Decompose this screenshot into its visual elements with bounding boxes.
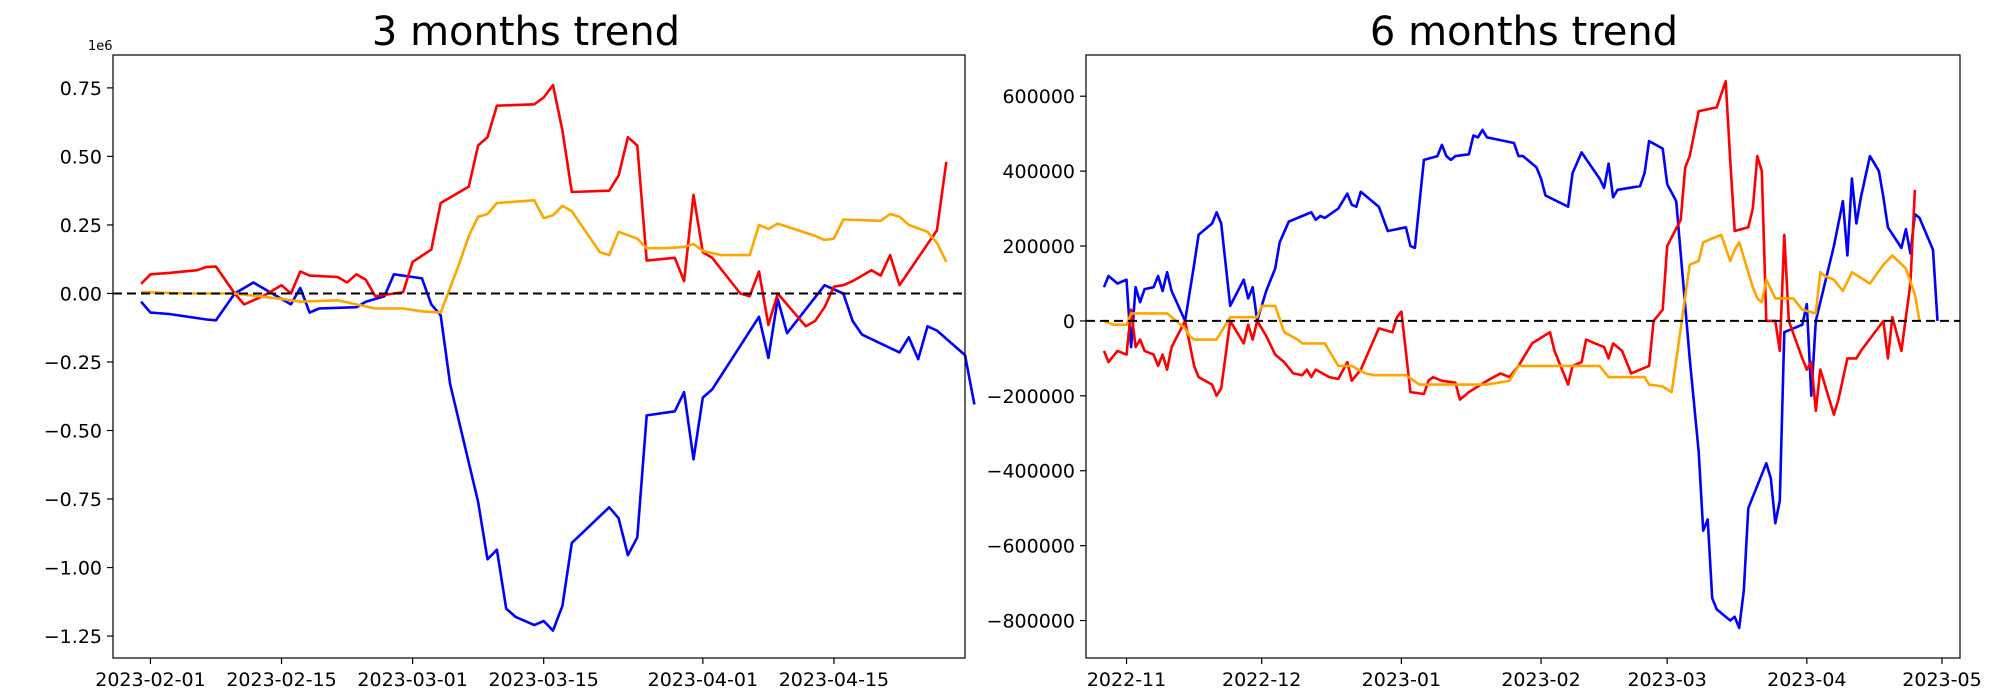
x-tick-label: 2023-03-01 xyxy=(357,669,467,691)
y-tick-label: 200000 xyxy=(1002,236,1075,258)
series-line-3 xyxy=(141,199,948,314)
plot-frame xyxy=(112,54,966,659)
y-tick-label: −0.50 xyxy=(44,421,102,443)
x-tick-label: 2023-02-01 xyxy=(95,669,205,691)
x-tick-label: 2023-05 xyxy=(1902,669,1981,691)
y-tick-label: 0.75 xyxy=(60,78,102,100)
y-tick-label: 0.00 xyxy=(60,283,102,305)
series-line-2 xyxy=(1102,79,1917,416)
x-tick-label: 2023-01 xyxy=(1362,669,1441,691)
y-tick-label: −800000 xyxy=(987,611,1075,633)
y-tick-label: −0.75 xyxy=(44,489,102,511)
x-tick-label: 2023-04-01 xyxy=(648,669,758,691)
x-tick-label: 2022-12 xyxy=(1222,669,1301,691)
y-tick-label: −200000 xyxy=(987,386,1075,408)
x-tick-label: 2023-02-15 xyxy=(226,669,336,691)
y-axis-offset-label: 1e6 xyxy=(88,39,113,54)
chart-3-months: 3 months trend 1e6 2023-02-01 2023-02-15 2… xyxy=(44,9,976,691)
y-tick-label: −0.25 xyxy=(44,352,102,374)
x-tick-label: 2023-03-15 xyxy=(488,669,598,691)
x-tick-label: 2023-03 xyxy=(1627,669,1706,691)
chart-6-months: 6 months trend 2022-11 2022-12 2023-01 2023… xyxy=(987,9,1982,691)
chart-title: 3 months trend xyxy=(372,9,680,55)
y-tick-label: −1.25 xyxy=(44,626,102,648)
series-line-1 xyxy=(140,273,976,632)
y-tick-label: −1.00 xyxy=(44,558,102,580)
y-tick-label: −400000 xyxy=(987,461,1075,483)
x-tick-label: 2023-02 xyxy=(1501,669,1580,691)
x-tick-label: 2022-11 xyxy=(1087,669,1166,691)
series-line-2 xyxy=(140,83,948,328)
y-tick-label: 400000 xyxy=(1002,161,1075,183)
x-tick-label: 2023-04-15 xyxy=(779,669,889,691)
plot-frame xyxy=(1085,54,1961,659)
y-tick-label: 0.25 xyxy=(60,215,102,237)
chart-title: 6 months trend xyxy=(1370,9,1678,55)
series-line-3 xyxy=(1103,233,1921,394)
y-tick-label: 600000 xyxy=(1002,86,1075,108)
y-tick-label: 0 xyxy=(1063,311,1075,333)
y-tick-label: −600000 xyxy=(987,536,1075,558)
y-tick-label: 0.50 xyxy=(60,146,102,168)
x-tick-label: 2023-04 xyxy=(1767,669,1846,691)
